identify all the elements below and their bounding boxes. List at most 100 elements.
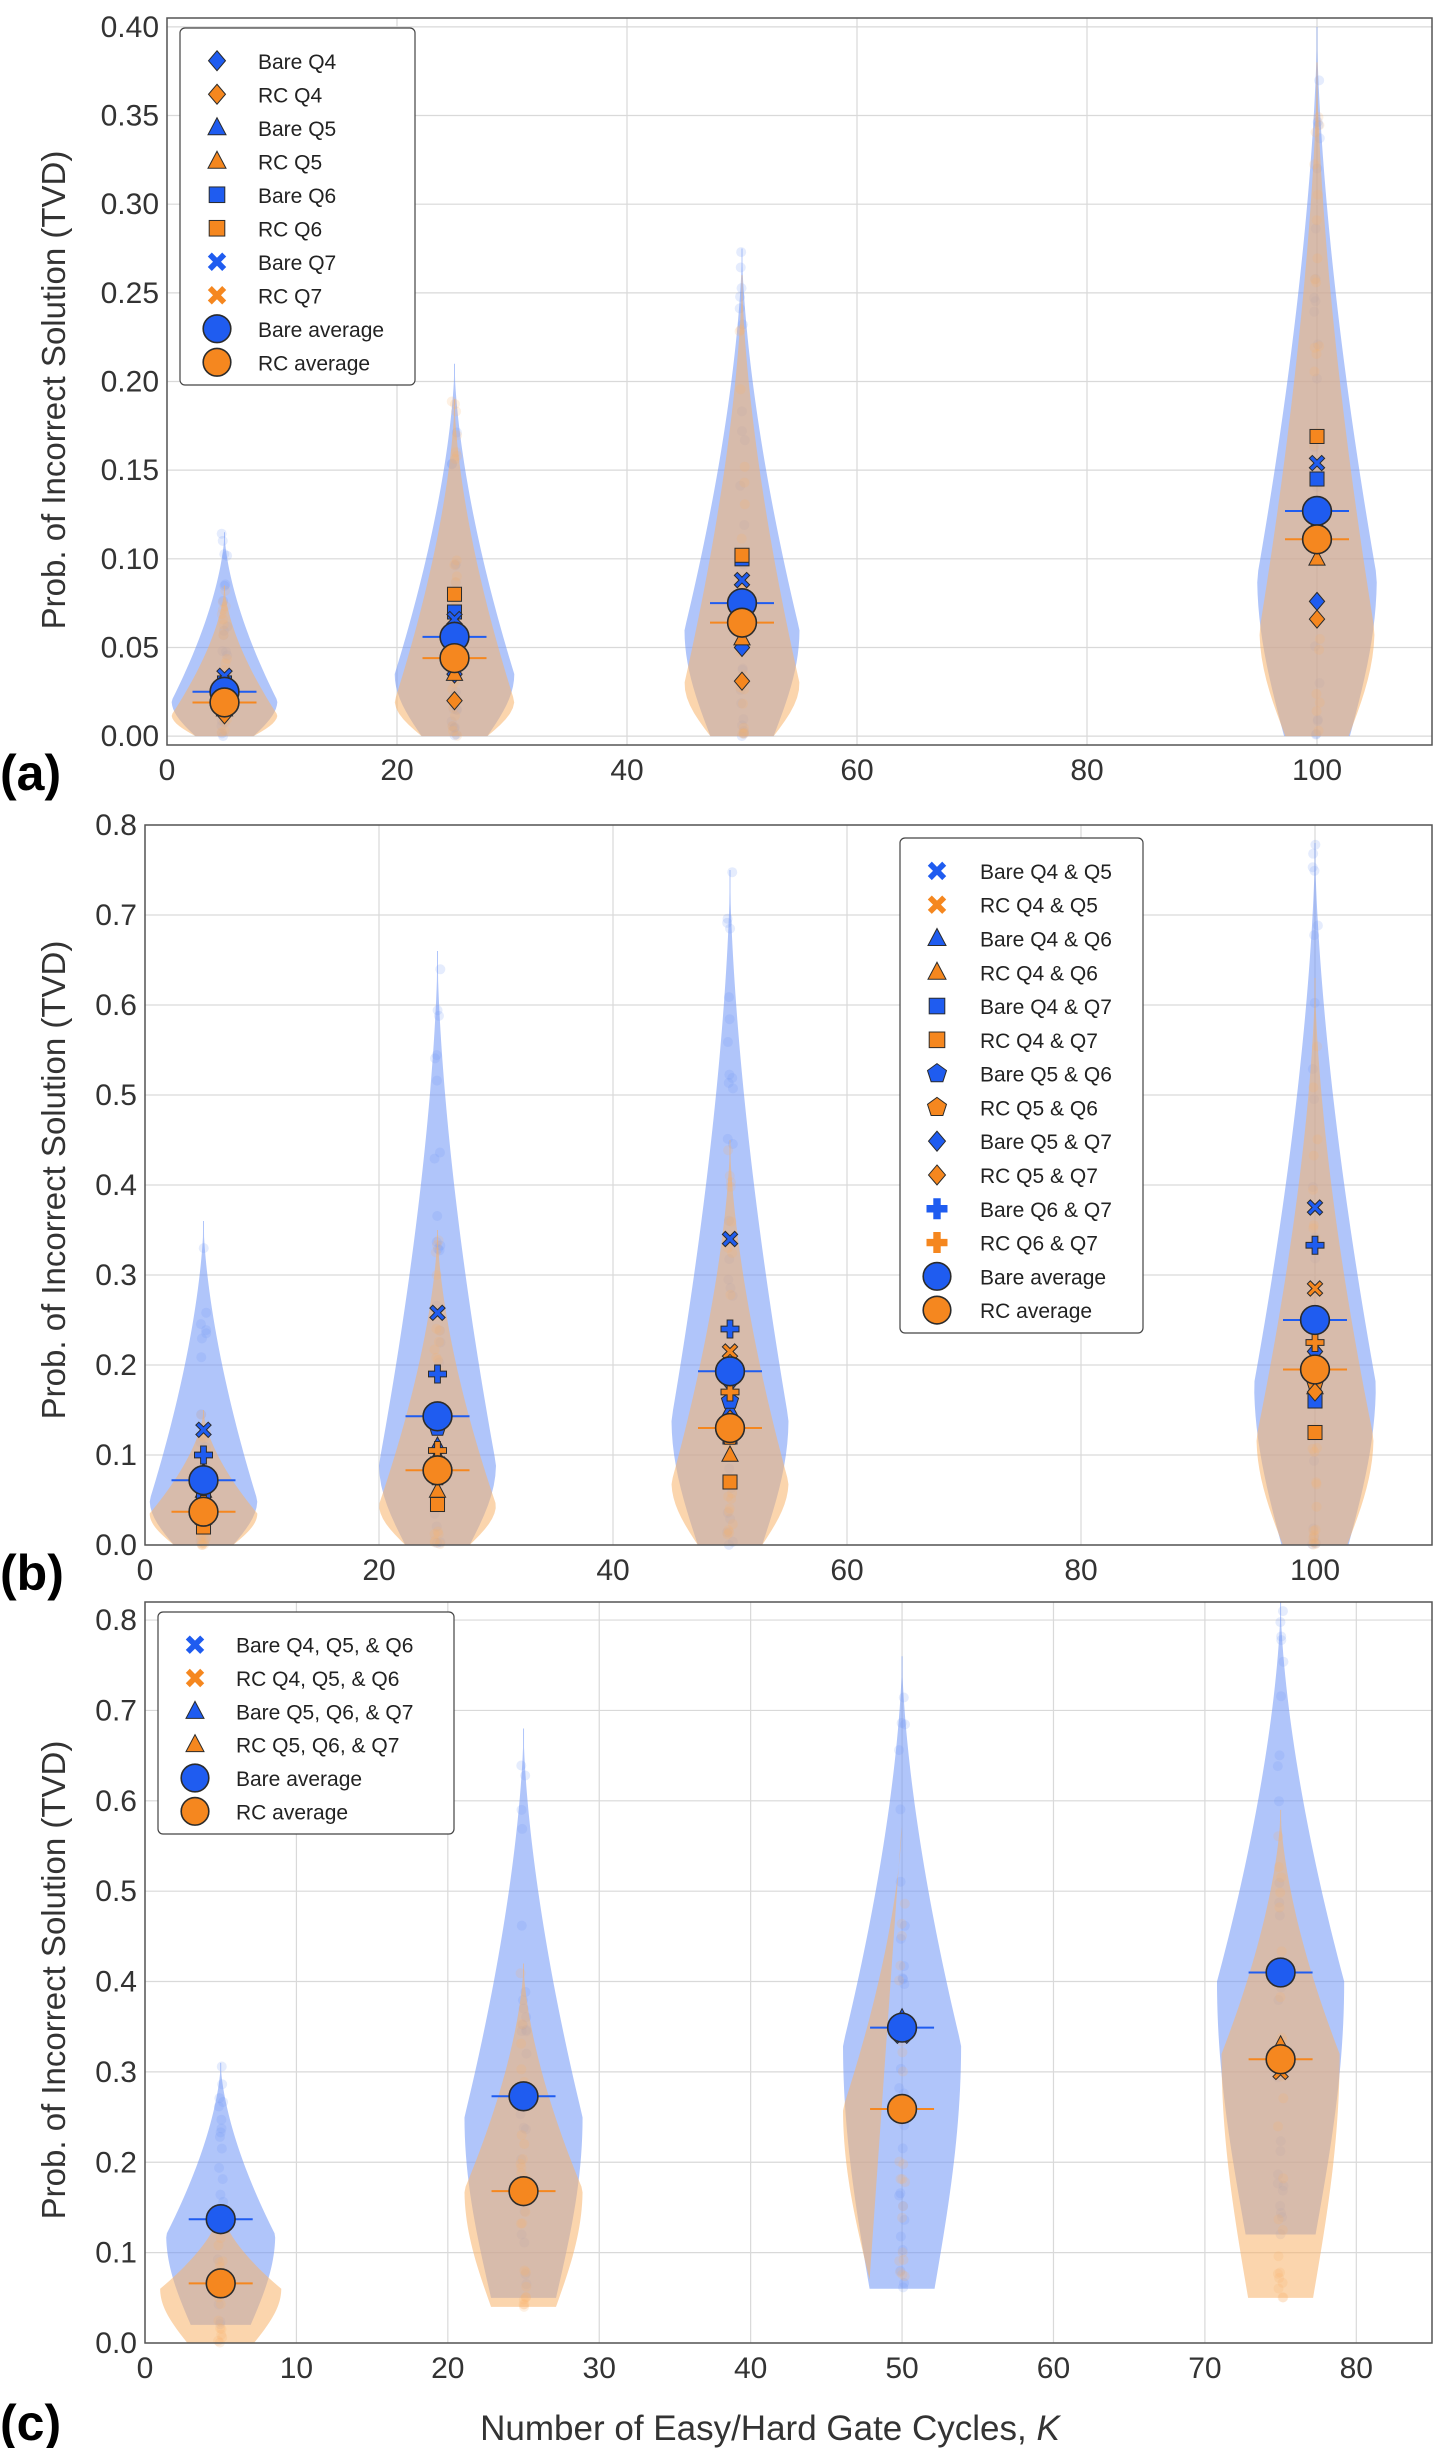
sample-point <box>429 1529 440 1540</box>
sample-point <box>214 2093 225 2104</box>
sample-point <box>1278 2173 1289 2184</box>
legend: Bare Q4, Q5, & Q6 RC Q4, Q5, & Q6 Bare Q5,… <box>157 1611 455 1835</box>
y-tick-label: 0.25 <box>101 277 159 310</box>
sample-point <box>516 1804 527 1815</box>
sample-point <box>217 535 228 546</box>
sample-point <box>727 1248 738 1259</box>
rc-violin <box>379 1230 496 1545</box>
sample-point <box>516 2064 527 2075</box>
sample-point <box>897 2143 908 2154</box>
sample-point <box>518 2299 529 2310</box>
legend-label: RC Q4 & Q6 <box>980 962 1098 985</box>
data-point-rc-x <box>1306 1280 1324 1297</box>
data-point-rc-average <box>209 687 240 718</box>
sample-point <box>433 1235 444 1246</box>
sample-point <box>433 1529 444 1540</box>
y-tick-label: 0.5 <box>95 1875 137 1908</box>
sample-point <box>1314 341 1325 352</box>
sample-point <box>1311 215 1322 226</box>
sample-point <box>515 2218 526 2229</box>
sample-point <box>1308 848 1319 859</box>
y-tick-label: 0.4 <box>95 1966 137 1999</box>
y-tick-label: 0.8 <box>95 1604 137 1637</box>
sample-point <box>216 528 227 539</box>
data-point-bare-x <box>1306 1199 1324 1216</box>
sample-point <box>432 1526 443 1537</box>
sample-point <box>897 2269 908 2280</box>
sample-point <box>218 629 229 640</box>
sample-point <box>213 2101 224 2112</box>
sample-point <box>432 1210 443 1221</box>
sample-point <box>1311 348 1322 359</box>
data-point-bare-plus <box>1305 1235 1325 1255</box>
sample-point <box>216 727 227 738</box>
y-tick-label: 0.0 <box>95 2327 137 2360</box>
rc-violin <box>671 1140 789 1545</box>
data-point-rc-plus <box>720 1382 740 1402</box>
y-tick-label: 0.05 <box>101 631 159 664</box>
sample-point <box>1312 189 1323 200</box>
sample-point <box>519 2301 530 2312</box>
sample-point <box>519 2139 530 2150</box>
data-point-rc-triangle <box>1308 548 1326 566</box>
sample-point <box>734 326 745 337</box>
legend-marker-rc-diamond <box>207 83 227 106</box>
sample-point <box>722 917 733 928</box>
y-tick-label: 0.15 <box>101 454 159 487</box>
x-tick-label: 20 <box>362 1554 395 1587</box>
sample-point <box>897 2247 908 2258</box>
sample-point <box>723 1525 734 1536</box>
sample-point <box>897 1973 908 1984</box>
sample-point <box>897 2047 908 2058</box>
sample-point <box>1273 2251 1284 2262</box>
sample-point <box>217 2332 228 2343</box>
sample-point <box>898 2278 909 2289</box>
sample-point <box>896 1930 907 1941</box>
legend-marker-rc-average <box>180 1796 210 1826</box>
sample-point <box>899 1719 910 1730</box>
sample-point <box>900 2177 911 2188</box>
sample-point <box>1310 1539 1321 1550</box>
sample-point <box>217 2174 228 2185</box>
data-point-bare-square <box>1309 471 1325 487</box>
data-point-rc-average <box>714 1412 746 1444</box>
sample-point <box>895 1876 906 1887</box>
sample-point <box>433 1336 444 1347</box>
sample-point <box>894 2156 905 2167</box>
sample-point <box>516 2162 527 2173</box>
sample-point <box>217 2256 228 2267</box>
sample-point <box>897 2066 908 2077</box>
x-tick-label: 60 <box>1037 2352 1070 2385</box>
legend-label: Bare Q6 <box>258 185 336 208</box>
sample-point <box>896 1718 907 1729</box>
sample-point <box>1277 2225 1288 2236</box>
sample-point <box>726 1493 737 1504</box>
legend-label: Bare Q4, Q5, & Q6 <box>236 1635 413 1658</box>
sample-point <box>1313 725 1324 736</box>
data-point-rc-average <box>508 2176 539 2207</box>
y-axis-label-b: Prob. of Incorrect Solution (TVD) <box>35 941 72 1420</box>
y-tick-label: 0.0 <box>95 1529 137 1562</box>
sample-point <box>895 2231 906 2242</box>
sample-point <box>895 2267 906 2278</box>
rc-violin <box>171 585 278 737</box>
sample-point <box>894 1975 905 1986</box>
sample-point <box>723 1491 734 1502</box>
data-point-rc-triangle <box>721 1444 739 1462</box>
legend-label: RC Q4 <box>258 84 323 107</box>
legend-label: Bare Q4 & Q5 <box>980 861 1112 884</box>
bare-violin <box>149 1221 258 1545</box>
sample-point <box>1308 1082 1319 1093</box>
legend-label: Bare Q4 & Q7 <box>980 996 1112 1019</box>
sample-point <box>1311 1501 1322 1512</box>
rc-violin <box>843 1826 902 2280</box>
legend-marker-bare-triangle <box>927 927 947 946</box>
sample-point <box>895 2188 906 2199</box>
data-point-bare-x <box>733 571 751 589</box>
sample-point <box>216 2114 227 2125</box>
x-tick-label: 40 <box>596 1554 629 1587</box>
data-point-bare-average <box>422 1401 453 1432</box>
data-point-rc-square <box>722 1474 738 1490</box>
x-tick-label: 60 <box>840 754 873 787</box>
